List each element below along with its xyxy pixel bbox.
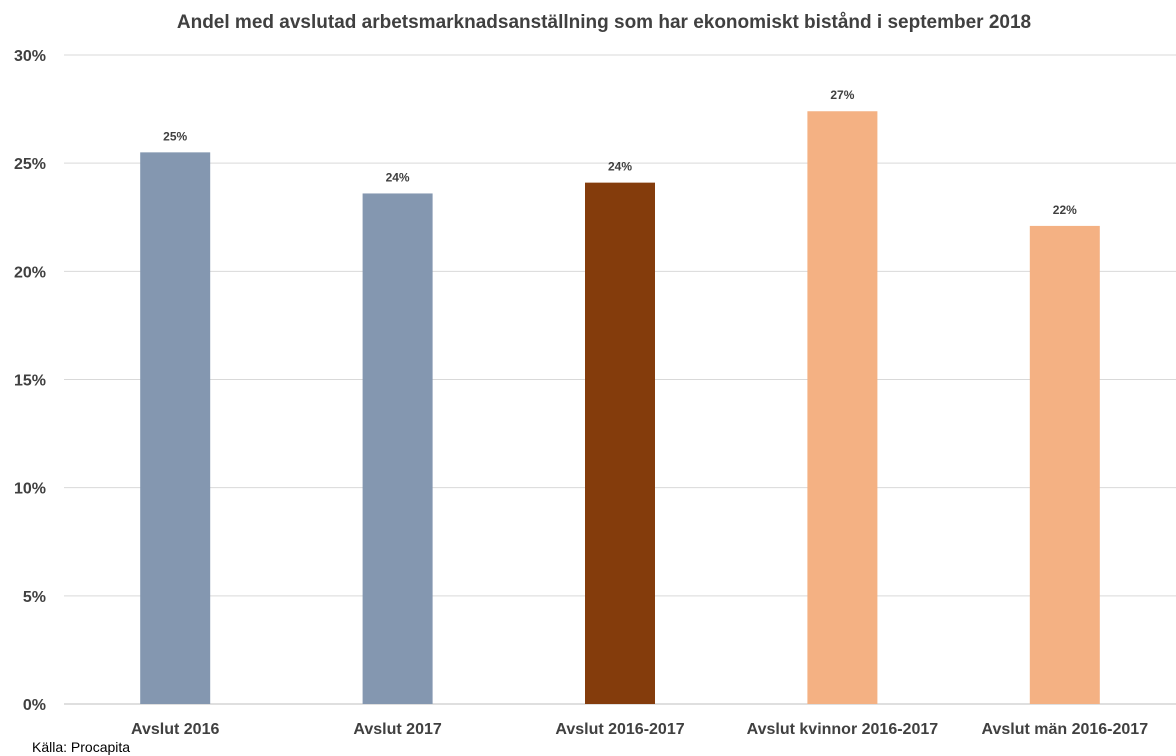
data-label: 25%: [163, 129, 187, 143]
y-tick-label: 10%: [14, 481, 46, 498]
bars: [140, 111, 1100, 705]
source-note: Källa: Procapita: [32, 739, 130, 755]
bar: [1029, 225, 1100, 705]
y-tick-label: 5%: [23, 589, 46, 606]
x-tick-label: Avslut män 2016-2017: [981, 721, 1148, 738]
y-tick-label: 0%: [23, 697, 46, 714]
x-axis-tick-labels: Avslut 2016 Avslut 2017 Avslut 2016-2017 Av…: [131, 721, 1148, 738]
data-labels: 25% 24% 24% 27% 22%: [163, 88, 1077, 217]
x-tick-label: Avslut 2016-2017: [555, 721, 684, 738]
y-tick-label: 20%: [14, 264, 46, 281]
data-label: 22%: [1053, 203, 1077, 217]
bar: [807, 111, 878, 705]
data-label: 24%: [608, 160, 632, 174]
x-tick-label: Avslut kvinnor 2016-2017: [747, 721, 939, 738]
bar: [140, 152, 211, 705]
bar: [585, 182, 655, 705]
data-label: 24%: [386, 170, 410, 184]
bar: [362, 193, 433, 704]
data-label: 27%: [830, 88, 854, 102]
y-tick-label: 30%: [14, 48, 46, 65]
chart-title: Andel med avslutad arbetsmarknadsanställ…: [177, 12, 1031, 33]
x-tick-label: Avslut 2017: [353, 721, 441, 738]
y-axis-tick-labels: 0% 5% 10% 15% 20% 25% 30%: [14, 48, 46, 714]
y-tick-label: 15%: [14, 373, 46, 390]
y-tick-label: 25%: [14, 156, 46, 173]
x-tick-label: Avslut 2016: [131, 721, 219, 738]
